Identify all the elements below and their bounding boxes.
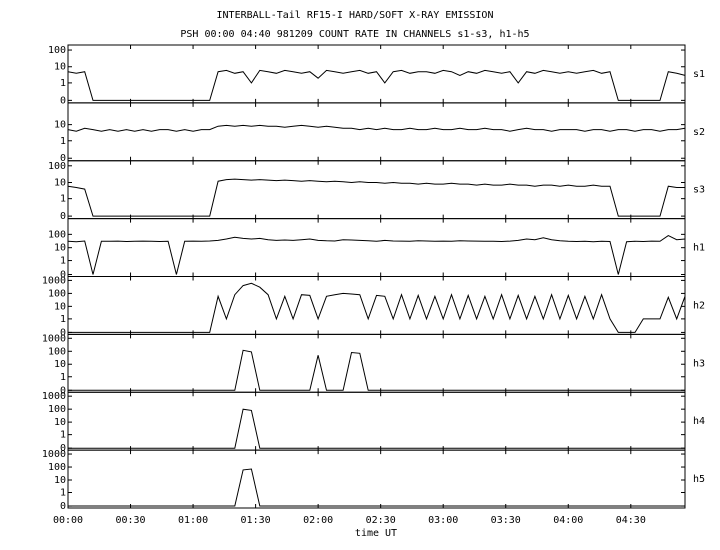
panel-label: s1: [693, 69, 705, 80]
y-tick-label: 100: [48, 229, 66, 240]
x-tick-label: 00:30: [115, 515, 145, 526]
y-tick-label: 1: [60, 488, 66, 499]
series-line: [67, 69, 686, 101]
y-tick-label: 1000: [42, 333, 66, 344]
y-tick-label: 10: [54, 243, 66, 254]
panel-frame: [67, 160, 686, 220]
y-tick-label: 0: [60, 501, 66, 512]
y-tick-label: 0: [60, 95, 66, 106]
x-tick-label: 03:30: [491, 515, 521, 526]
panel-label: s2: [693, 127, 705, 138]
panel-frame: [67, 449, 686, 509]
y-tick-label: 1000: [42, 275, 66, 286]
y-tick-label: 0: [60, 443, 66, 454]
series-line: [68, 468, 685, 507]
y-tick-label: 100: [48, 288, 66, 299]
panel-frame: [67, 218, 686, 277]
y-tick-label: 1: [60, 372, 66, 383]
panel-frame: [67, 44, 686, 104]
y-tick-label: 1000: [42, 391, 66, 402]
y-tick-label: 10: [54, 177, 66, 188]
chart-title: INTERBALL-Tail RF15-I HARD/SOFT X-RAY EM…: [217, 10, 494, 21]
panel-frame: [67, 391, 686, 451]
y-tick-label: 0: [60, 211, 66, 222]
y-tick-label: 100: [48, 45, 66, 56]
y-tick-label: 100: [48, 346, 66, 357]
x-tick-label: 01:00: [178, 515, 208, 526]
y-tick-label: 1: [60, 256, 66, 267]
chart-subtitle: PSH 00:00 04:40 981209 COUNT RATE IN CHA…: [180, 29, 529, 40]
x-tick-label: 02:30: [366, 515, 396, 526]
panel-frame: [67, 276, 686, 335]
panel-label: h3: [693, 358, 705, 369]
panel-label: h1: [693, 243, 705, 254]
series-line: [68, 349, 685, 391]
y-tick-label: 100: [48, 462, 66, 473]
y-tick-label: 1: [60, 430, 66, 441]
panel-label: h2: [693, 300, 705, 311]
series-line: [68, 282, 686, 333]
series-line: [67, 124, 686, 132]
y-tick-label: 100: [48, 161, 66, 172]
y-tick-label: 10: [54, 417, 66, 428]
y-tick-label: 0: [60, 269, 66, 280]
y-tick-label: 1: [60, 194, 66, 205]
x-tick-label: 02:00: [303, 515, 333, 526]
series-line: [67, 235, 686, 275]
series-line: [67, 178, 685, 217]
y-tick-label: 0: [60, 385, 66, 396]
panel-label: s3: [693, 185, 705, 196]
y-tick-label: 1: [60, 78, 66, 89]
y-tick-label: 1000: [42, 449, 66, 460]
y-tick-label: 0: [60, 327, 66, 338]
x-tick-label: 04:30: [616, 515, 646, 526]
y-tick-label: 10: [54, 359, 66, 370]
x-tick-label: 00:00: [53, 515, 83, 526]
x-tick-label: 04:00: [553, 515, 583, 526]
y-tick-label: 10: [54, 301, 66, 312]
panel-frame: [67, 102, 686, 162]
y-tick-label: 1: [60, 136, 66, 147]
panel-label: h5: [693, 474, 705, 485]
y-tick-label: 10: [54, 62, 66, 73]
y-tick-label: 10: [54, 120, 66, 131]
y-tick-label: 10: [54, 475, 66, 486]
x-tick-label: 01:30: [241, 515, 271, 526]
series-line: [68, 408, 685, 449]
x-axis-label: time UT: [355, 528, 397, 539]
x-tick-label: 03:00: [428, 515, 458, 526]
panel-label: h4: [693, 416, 705, 427]
y-tick-label: 100: [48, 404, 66, 415]
y-tick-label: 0: [60, 153, 66, 164]
y-tick-label: 1: [60, 314, 66, 325]
panel-frame: [67, 333, 686, 393]
